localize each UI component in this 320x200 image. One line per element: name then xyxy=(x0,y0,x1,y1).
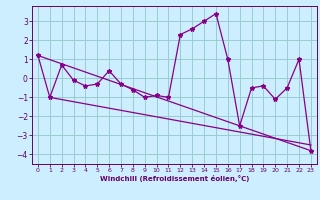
X-axis label: Windchill (Refroidissement éolien,°C): Windchill (Refroidissement éolien,°C) xyxy=(100,175,249,182)
